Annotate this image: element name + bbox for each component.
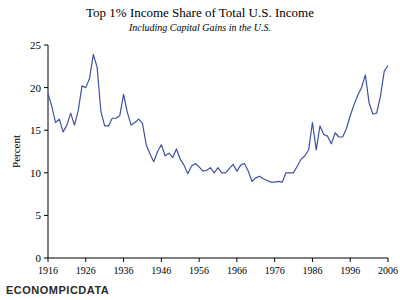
- y-tick-label: 5: [36, 209, 42, 221]
- x-tick-label: 1926: [76, 265, 96, 276]
- subtitle: Including Capital Gains in the U.S.: [128, 22, 271, 33]
- chart-container: Top 1% Income Share of Total U.S. Income…: [0, 0, 400, 300]
- x-tick-label: 1976: [265, 265, 285, 276]
- x-tick-label: 1946: [151, 265, 171, 276]
- y-tick: [44, 215, 48, 216]
- y-tick-label: 10: [30, 167, 42, 179]
- x-tick: [48, 258, 49, 262]
- x-tick-label: 2006: [378, 265, 398, 276]
- y-tick: [44, 87, 48, 88]
- y-tick-label: 15: [30, 124, 42, 136]
- x-tick: [161, 258, 162, 262]
- x-tick: [199, 258, 200, 262]
- y-axis-label: Percent: [10, 135, 22, 168]
- y-tick-label: 20: [30, 82, 42, 94]
- plot-area: [48, 54, 388, 182]
- x-tick: [350, 258, 351, 262]
- x-tick-label: 1966: [227, 265, 247, 276]
- y-tick: [44, 258, 48, 259]
- x-tick: [274, 258, 275, 262]
- y-tick: [44, 172, 48, 173]
- y-tick-label: 0: [36, 252, 42, 264]
- title: Top 1% Income Share of Total U.S. Income: [86, 5, 314, 20]
- x-tick: [312, 258, 313, 262]
- data-line: [48, 54, 388, 182]
- x-tick-label: 1956: [189, 265, 209, 276]
- logo-text: ECONOMPICDATA: [6, 284, 109, 296]
- x-tick-label: 1916: [38, 265, 58, 276]
- x-tick: [123, 258, 124, 262]
- x-tick-label: 1996: [340, 265, 360, 276]
- x-tick: [388, 258, 389, 262]
- x-tick: [236, 258, 237, 262]
- chart-svg: Top 1% Income Share of Total U.S. Income…: [0, 0, 400, 300]
- x-tick: [85, 258, 86, 262]
- y-tick: [44, 45, 48, 46]
- y-tick-label: 25: [30, 39, 42, 51]
- y-axis-line: [48, 45, 49, 258]
- x-tick-label: 1986: [302, 265, 322, 276]
- y-tick: [44, 130, 48, 131]
- x-axis-line: [48, 258, 388, 259]
- x-tick-label: 1936: [114, 265, 134, 276]
